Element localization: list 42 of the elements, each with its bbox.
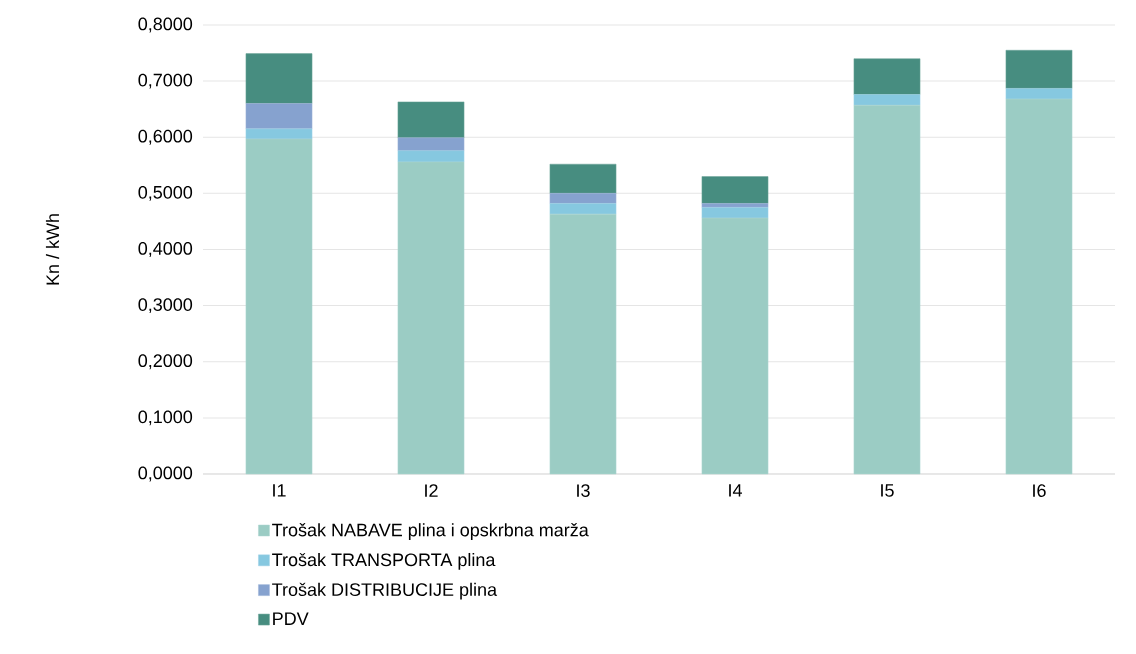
bar (1005, 50, 1073, 89)
x-tick-label: I6 (1033, 484, 1046, 497)
x-tick-label: I2 (425, 484, 438, 497)
y-axis-title: Kn / kWh (45, 214, 60, 285)
y-tick-label: 0,3000 (138, 298, 193, 314)
bar (397, 150, 465, 163)
bar (1005, 98, 1073, 475)
bar (245, 53, 313, 104)
bar (1005, 88, 1073, 100)
y-tick-label: 0,8000 (138, 17, 193, 33)
bar (549, 193, 617, 204)
y-tick-label: 0,0000 (138, 466, 193, 482)
bar (853, 94, 921, 106)
legend-label: Trošak TRANSPORTA plina (272, 552, 496, 570)
bar (549, 163, 617, 194)
y-tick-label: 0,5000 (138, 185, 193, 201)
bar (701, 203, 769, 208)
x-tick-label: I3 (577, 484, 590, 497)
bar (549, 203, 617, 215)
bar (853, 105, 921, 475)
y-tick-label: 0,7000 (138, 73, 193, 89)
bar (397, 101, 465, 139)
y-tick-label: 0,1000 (138, 410, 193, 426)
x-tick-label: I4 (729, 484, 742, 497)
bar (853, 58, 921, 95)
bar (701, 176, 769, 204)
bar (397, 161, 465, 475)
x-tick-label: I5 (881, 484, 894, 497)
y-tick-label: 0,6000 (138, 129, 193, 145)
y-tick-label: 0,4000 (138, 242, 193, 257)
legend-label: Trošak DISTRIBUCIJE plina (272, 582, 498, 600)
bar (549, 213, 617, 475)
y-tick-label: 0,2000 (138, 354, 193, 370)
legend-label: PDV (273, 612, 309, 625)
bar (245, 103, 313, 130)
bar (245, 138, 313, 475)
bar (245, 128, 313, 140)
bar (397, 137, 465, 151)
legend-label: Trošak NABAVE plina i opskrbna marža (272, 523, 589, 540)
bar (701, 207, 769, 219)
x-tick-label: I1 (273, 484, 286, 497)
bar (701, 217, 769, 475)
